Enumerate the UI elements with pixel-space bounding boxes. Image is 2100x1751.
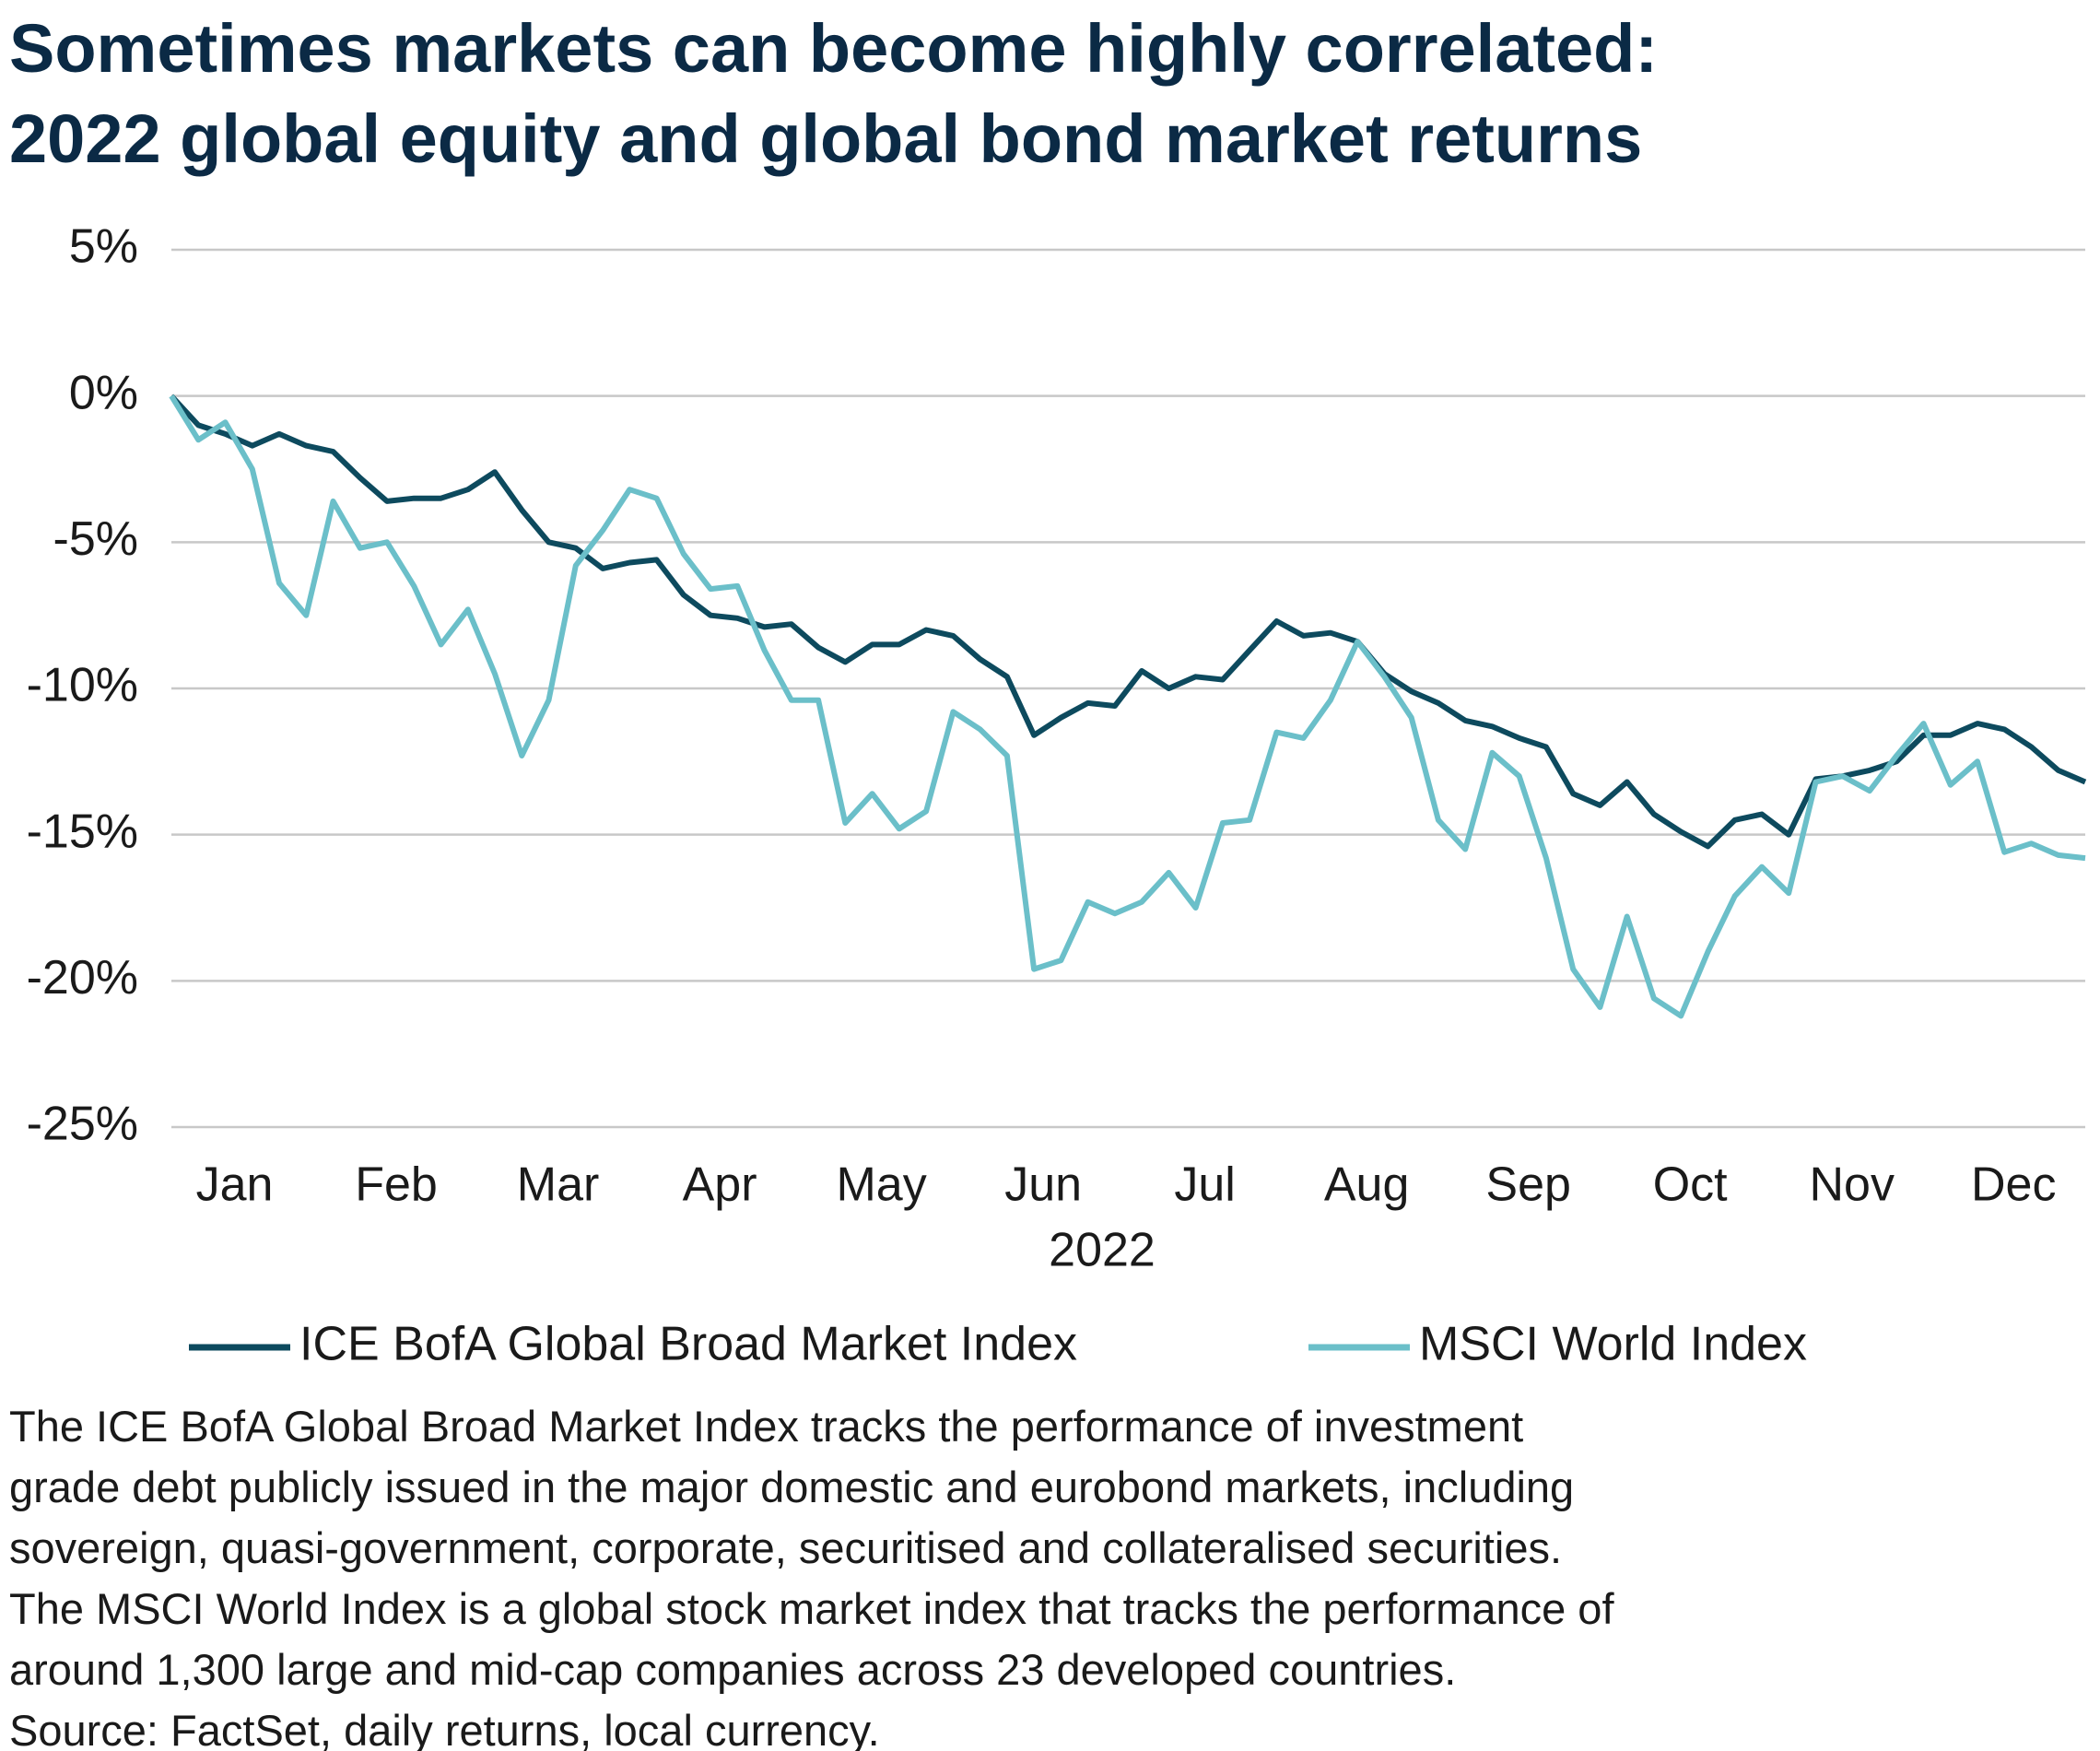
footnote: The ICE BofA Global Broad Market Index t…	[9, 1402, 1523, 1451]
x-tick-label: Jul	[1174, 1158, 1235, 1212]
y-tick-label: -25%	[27, 1098, 138, 1151]
x-tick-label: Mar	[517, 1158, 600, 1212]
x-tick-label: Apr	[683, 1158, 757, 1212]
chart-title: 2022 global equity and global bond marke…	[9, 100, 1642, 177]
legend-label: MSCI World Index	[1419, 1318, 1807, 1371]
footnote: grade debt publicly issued in the major …	[9, 1463, 1574, 1511]
x-tick-label: Sep	[1485, 1158, 1571, 1212]
y-tick-label: 5%	[69, 220, 138, 274]
footnote: around 1,300 large and mid-cap companies…	[9, 1645, 1456, 1694]
y-tick-label: -10%	[27, 659, 138, 712]
x-tick-label: Aug	[1324, 1158, 1410, 1212]
x-axis-label: 2022	[1049, 1224, 1156, 1277]
y-tick-label: 0%	[69, 366, 138, 419]
footnote: The MSCI World Index is a global stock m…	[9, 1584, 1614, 1633]
data-line	[169, 394, 2086, 1019]
footnote: Source: FactSet, daily returns, local cu…	[9, 1706, 880, 1751]
x-tick-label: Oct	[1653, 1158, 1728, 1212]
y-tick-label: -15%	[27, 805, 138, 858]
x-tick-label: May	[836, 1158, 926, 1212]
x-tick-label: Jun	[1004, 1158, 1082, 1212]
x-tick-label: Nov	[1809, 1158, 1894, 1212]
chart-title: Sometimes markets can become highly corr…	[9, 10, 1658, 87]
x-tick-label: Dec	[1971, 1158, 2056, 1212]
y-tick-label: -20%	[27, 951, 138, 1005]
data-line	[169, 394, 2087, 850]
footnote: sovereign, quasi-government, corporate, …	[9, 1523, 1562, 1572]
legend-label: ICE BofA Global Broad Market Index	[299, 1318, 1077, 1371]
x-tick-label: Feb	[355, 1158, 438, 1212]
x-tick-label: Jan	[196, 1158, 274, 1212]
y-tick-label: -5%	[53, 512, 138, 566]
